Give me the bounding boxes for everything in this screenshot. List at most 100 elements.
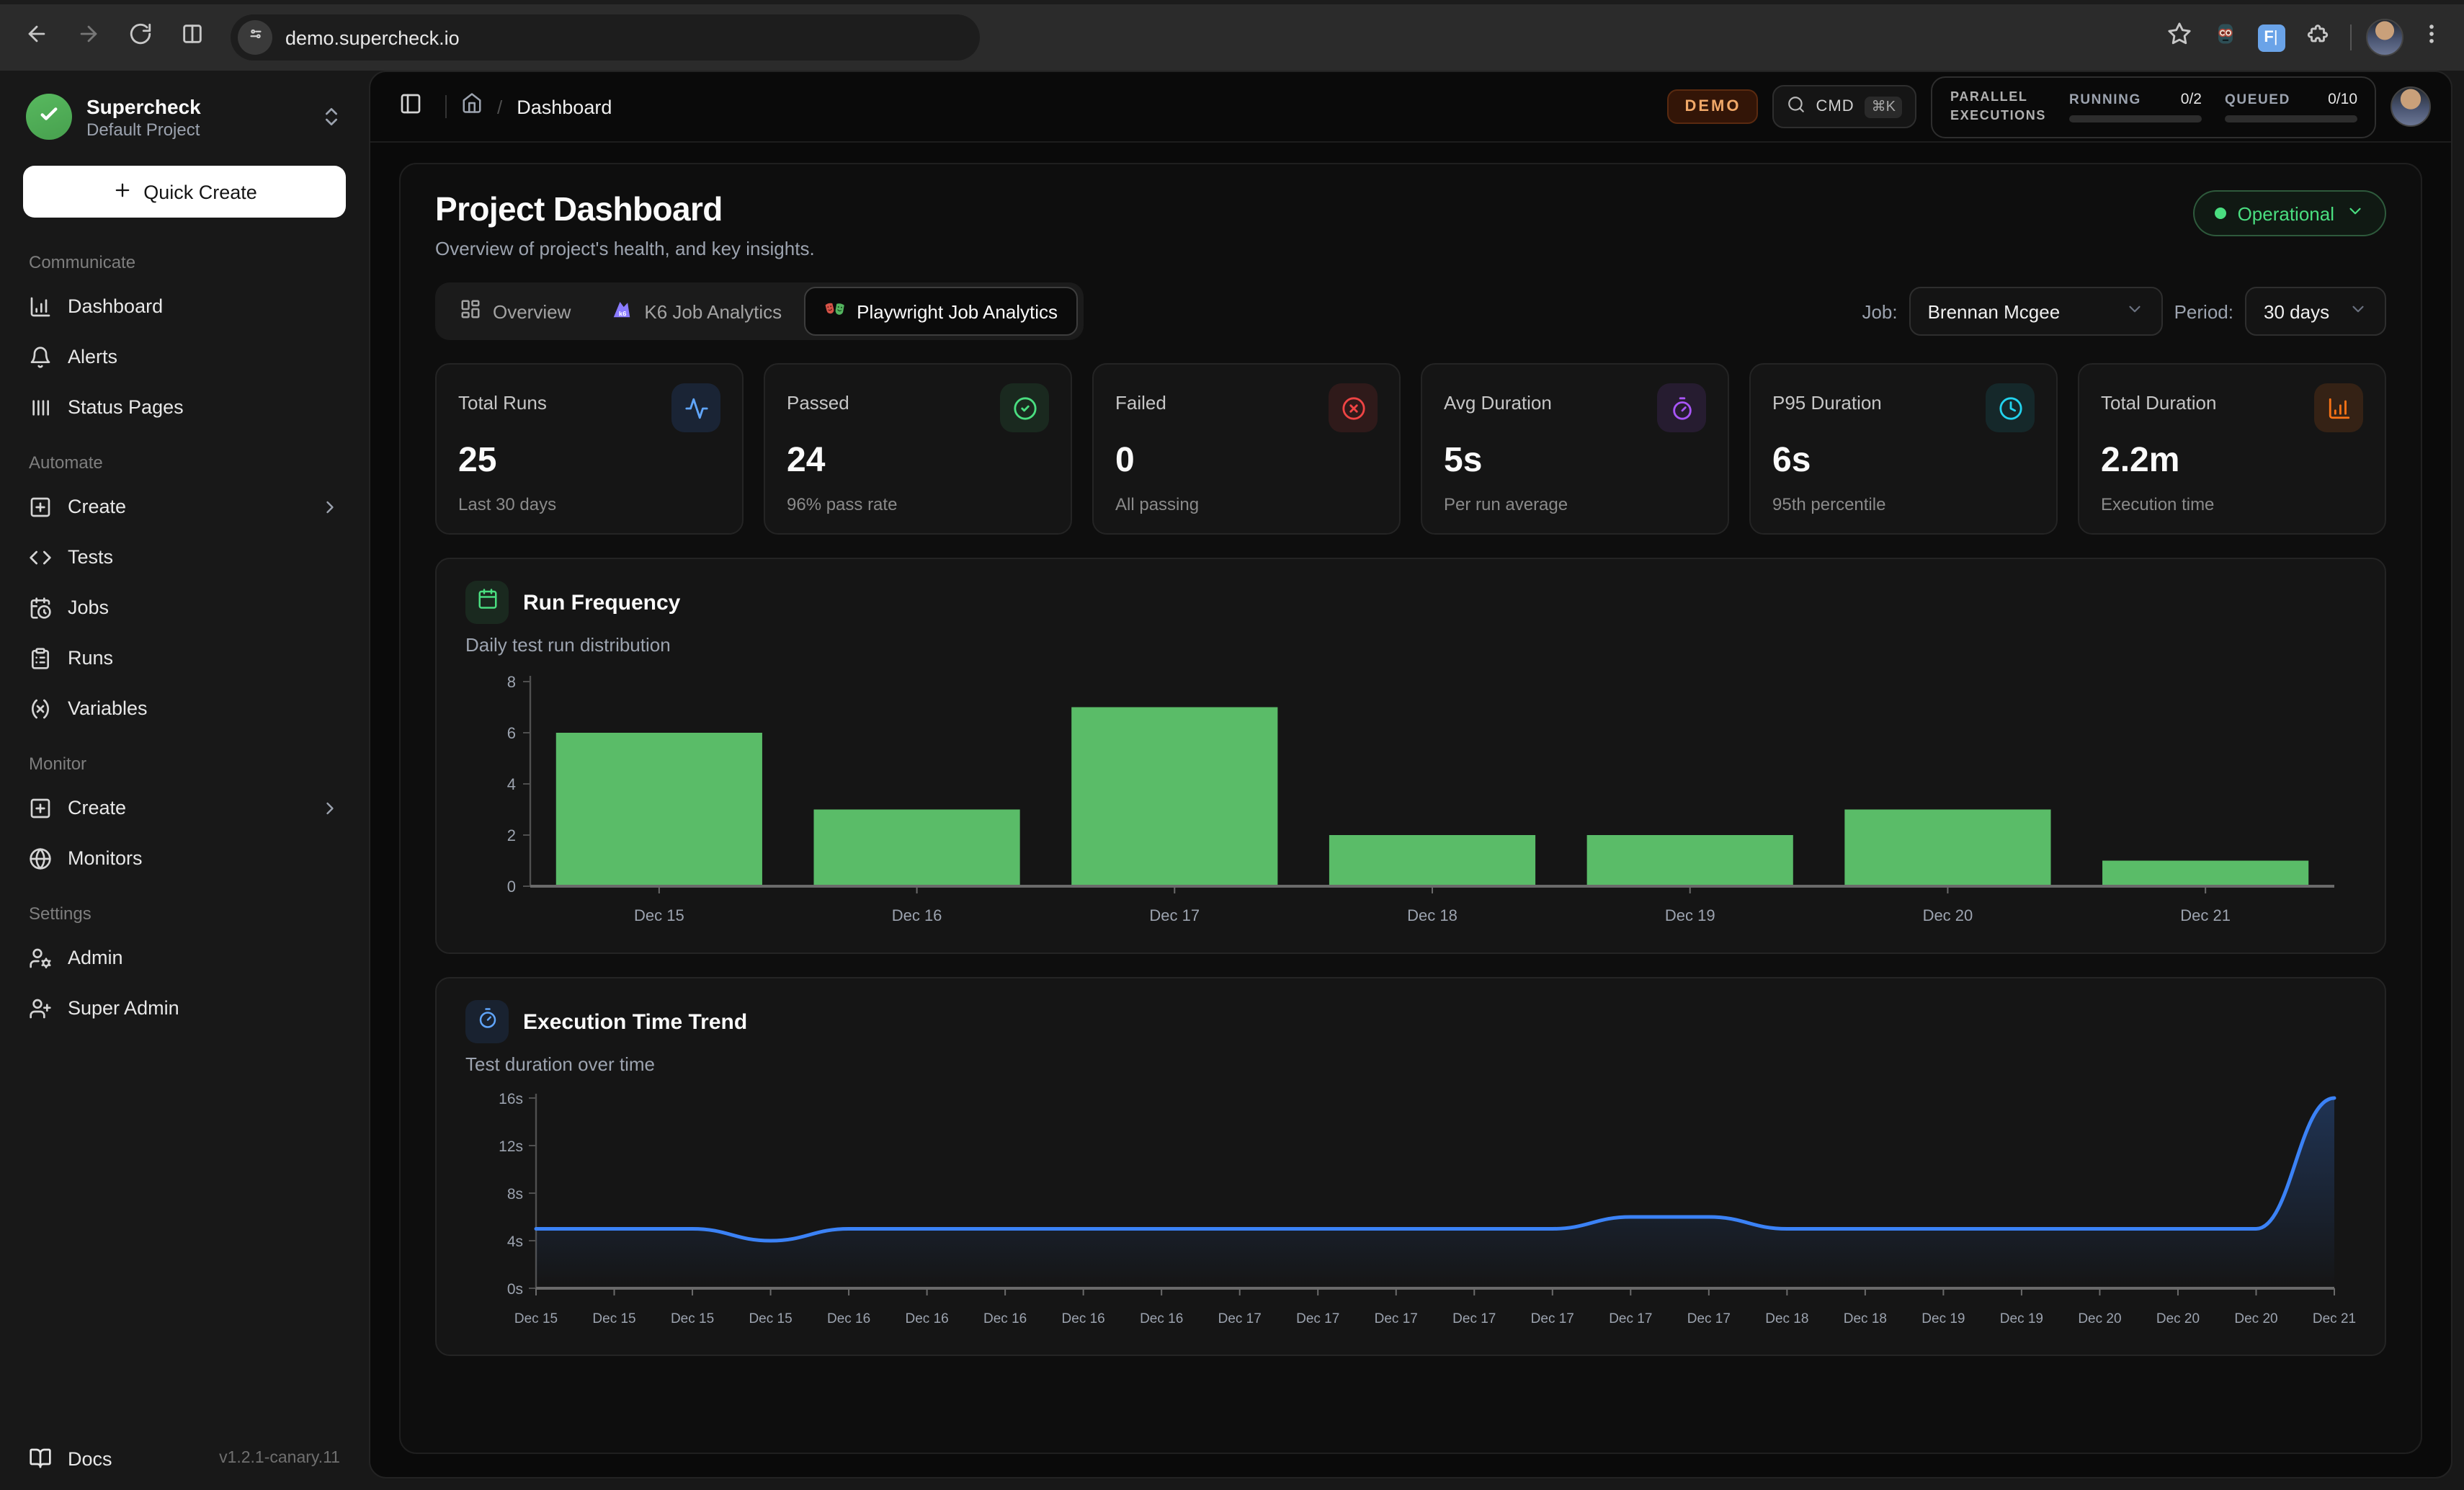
execution-time-trend-card: Execution Time Trend Test duration over … bbox=[435, 977, 2386, 1356]
project-switcher[interactable]: Supercheck Default Project bbox=[17, 85, 352, 154]
section-label-automate: Automate bbox=[29, 452, 103, 473]
sidebar-toggle-button[interactable] bbox=[390, 86, 431, 127]
sidebar-item-create-automate[interactable]: Create bbox=[17, 481, 352, 532]
extensions-puzzle-icon[interactable] bbox=[2298, 19, 2336, 56]
demo-badge: DEMO bbox=[1667, 89, 1759, 124]
browser-profile-avatar[interactable] bbox=[2366, 19, 2403, 56]
browser-menu-icon[interactable] bbox=[2412, 19, 2450, 56]
queued-value: 0/10 bbox=[2328, 91, 2357, 108]
sidebar-item-tests[interactable]: Tests bbox=[17, 532, 352, 582]
sidebar-item-admin[interactable]: Admin bbox=[17, 932, 352, 983]
command-search-button[interactable]: CMD ⌘K bbox=[1772, 85, 1917, 128]
main-panel: / Dashboard DEMO CMD ⌘K PARALLEL EXECUTI… bbox=[369, 71, 2452, 1478]
circle-check-icon bbox=[1000, 383, 1049, 432]
sidebar-item-alerts[interactable]: Alerts bbox=[17, 331, 352, 382]
reload-icon bbox=[128, 22, 152, 53]
period-filter-label: Period: bbox=[2174, 300, 2233, 322]
sidebar-item-runs[interactable]: Runs bbox=[17, 633, 352, 683]
running-progressbar bbox=[2069, 115, 2202, 122]
svg-text:0s: 0s bbox=[507, 1281, 523, 1298]
tab-playwright-job-analytics[interactable]: Playwright Job Analytics bbox=[803, 287, 1079, 336]
sidebar-item-variables[interactable]: Variables bbox=[17, 683, 352, 733]
sidebar-item-super-admin[interactable]: Super Admin bbox=[17, 983, 352, 1033]
browser-reading-mode-button[interactable] bbox=[170, 16, 213, 59]
docs-link[interactable]: Docs bbox=[68, 1447, 112, 1469]
clock-icon bbox=[1986, 383, 2035, 432]
code-icon bbox=[29, 545, 52, 568]
user-avatar[interactable] bbox=[2391, 86, 2431, 127]
chart-column-icon bbox=[2314, 383, 2363, 432]
bookmark-star-icon[interactable] bbox=[2160, 19, 2197, 56]
svg-text:Dec 17: Dec 17 bbox=[1149, 906, 1200, 924]
svg-text:0: 0 bbox=[507, 878, 516, 896]
plus-icon bbox=[112, 179, 132, 204]
svg-text:Dec 21: Dec 21 bbox=[2180, 906, 2231, 924]
toolbar-divider bbox=[2350, 24, 2352, 50]
quick-create-button[interactable]: Quick Create bbox=[23, 166, 346, 218]
svg-text:Dec 19: Dec 19 bbox=[1665, 906, 1715, 924]
svg-text:Dec 16: Dec 16 bbox=[827, 1311, 870, 1326]
svg-text:Dec 20: Dec 20 bbox=[2078, 1311, 2121, 1326]
sidebar-item-jobs[interactable]: Jobs bbox=[17, 582, 352, 633]
svg-text:4s: 4s bbox=[507, 1234, 523, 1250]
chevron-right-icon bbox=[320, 798, 340, 818]
svg-text:Dec 18: Dec 18 bbox=[1844, 1311, 1887, 1326]
svg-text:Dec 17: Dec 17 bbox=[1218, 1311, 1262, 1326]
svg-text:Dec 18: Dec 18 bbox=[1407, 906, 1458, 924]
svg-text:Dec 16: Dec 16 bbox=[892, 906, 942, 924]
job-filter-label: Job: bbox=[1862, 300, 1898, 322]
browser-forward-button[interactable] bbox=[66, 16, 110, 59]
parallel-executions-widget: PARALLEL EXECUTIONS RUNNING 0/2 bbox=[1931, 76, 2376, 138]
app-version: v1.2.1-canary.11 bbox=[219, 1450, 340, 1467]
sidebar-item-dashboard[interactable]: Dashboard bbox=[17, 281, 352, 331]
browser-back-button[interactable] bbox=[14, 16, 58, 59]
svg-text:Dec 17: Dec 17 bbox=[1687, 1311, 1731, 1326]
site-settings-icon[interactable] bbox=[238, 20, 272, 55]
svg-text:Dec 21: Dec 21 bbox=[2313, 1311, 2356, 1326]
svg-text:4: 4 bbox=[507, 775, 516, 793]
project-name: Supercheck bbox=[86, 94, 201, 117]
breadcrumb-home-icon[interactable] bbox=[461, 92, 483, 121]
timer-icon bbox=[465, 1000, 509, 1043]
browser-reload-button[interactable] bbox=[118, 16, 161, 59]
svg-text:Dec 20: Dec 20 bbox=[1923, 906, 1973, 924]
extension-goggles-icon[interactable] bbox=[2206, 19, 2244, 56]
search-icon bbox=[1787, 95, 1806, 118]
calendar-icon bbox=[465, 581, 509, 624]
sidebar-item-create-monitor[interactable]: Create bbox=[17, 782, 352, 833]
running-value: 0/2 bbox=[2180, 91, 2202, 108]
queued-progressbar bbox=[2225, 115, 2357, 122]
svg-text:Dec 16: Dec 16 bbox=[1140, 1311, 1183, 1326]
status-badge[interactable]: Operational bbox=[2192, 190, 2386, 236]
section-label-settings: Settings bbox=[29, 904, 91, 924]
k6-logo-icon: k6 bbox=[611, 298, 633, 324]
extension-fonts-icon[interactable]: F | bbox=[2252, 19, 2290, 56]
sidebar-item-status-pages[interactable]: Status Pages bbox=[17, 382, 352, 432]
square-plus-icon bbox=[29, 495, 52, 518]
section-label-communicate: Communicate bbox=[29, 252, 136, 272]
svg-text:Dec 17: Dec 17 bbox=[1531, 1311, 1574, 1326]
stat-card-avg-duration: Avg Duration 5s Per run average bbox=[1421, 363, 1729, 535]
period-select[interactable]: 30 days bbox=[2245, 287, 2386, 336]
tab-k6-job-analytics[interactable]: k6 K6 Job Analytics bbox=[592, 288, 800, 334]
svg-text:Dec 15: Dec 15 bbox=[592, 1311, 635, 1326]
dashboard-icon bbox=[29, 295, 52, 318]
user-plus-icon bbox=[29, 996, 52, 1020]
svg-text:Dec 15: Dec 15 bbox=[634, 906, 684, 924]
status-dot-icon bbox=[2214, 208, 2226, 219]
stat-card-total-duration: Total Duration 2.2m Execution time bbox=[2078, 363, 2386, 535]
svg-text:Dec 19: Dec 19 bbox=[2000, 1311, 2043, 1326]
job-select[interactable]: Brennan Mcgee bbox=[1909, 287, 2163, 336]
book-open-icon bbox=[29, 1447, 52, 1470]
tab-overview[interactable]: Overview bbox=[441, 288, 589, 334]
top-header: / Dashboard DEMO CMD ⌘K PARALLEL EXECUTI… bbox=[370, 72, 2451, 143]
address-bar[interactable]: demo.supercheck.io bbox=[231, 14, 980, 61]
chevron-down-icon bbox=[2349, 300, 2367, 323]
svg-text:8s: 8s bbox=[507, 1186, 523, 1203]
svg-text:Dec 18: Dec 18 bbox=[1765, 1311, 1808, 1326]
sidebar-item-monitors[interactable]: Monitors bbox=[17, 833, 352, 883]
execution-time-line-chart: 0s 4s 8s 12s 16s Dec 15 Dec 15 Dec 15 Dec 15 Dec … bbox=[499, 1091, 2356, 1326]
arrow-right-icon bbox=[76, 22, 100, 53]
reading-mode-icon bbox=[179, 22, 204, 53]
sidebar: Supercheck Default Project Quick Create … bbox=[0, 71, 369, 1490]
